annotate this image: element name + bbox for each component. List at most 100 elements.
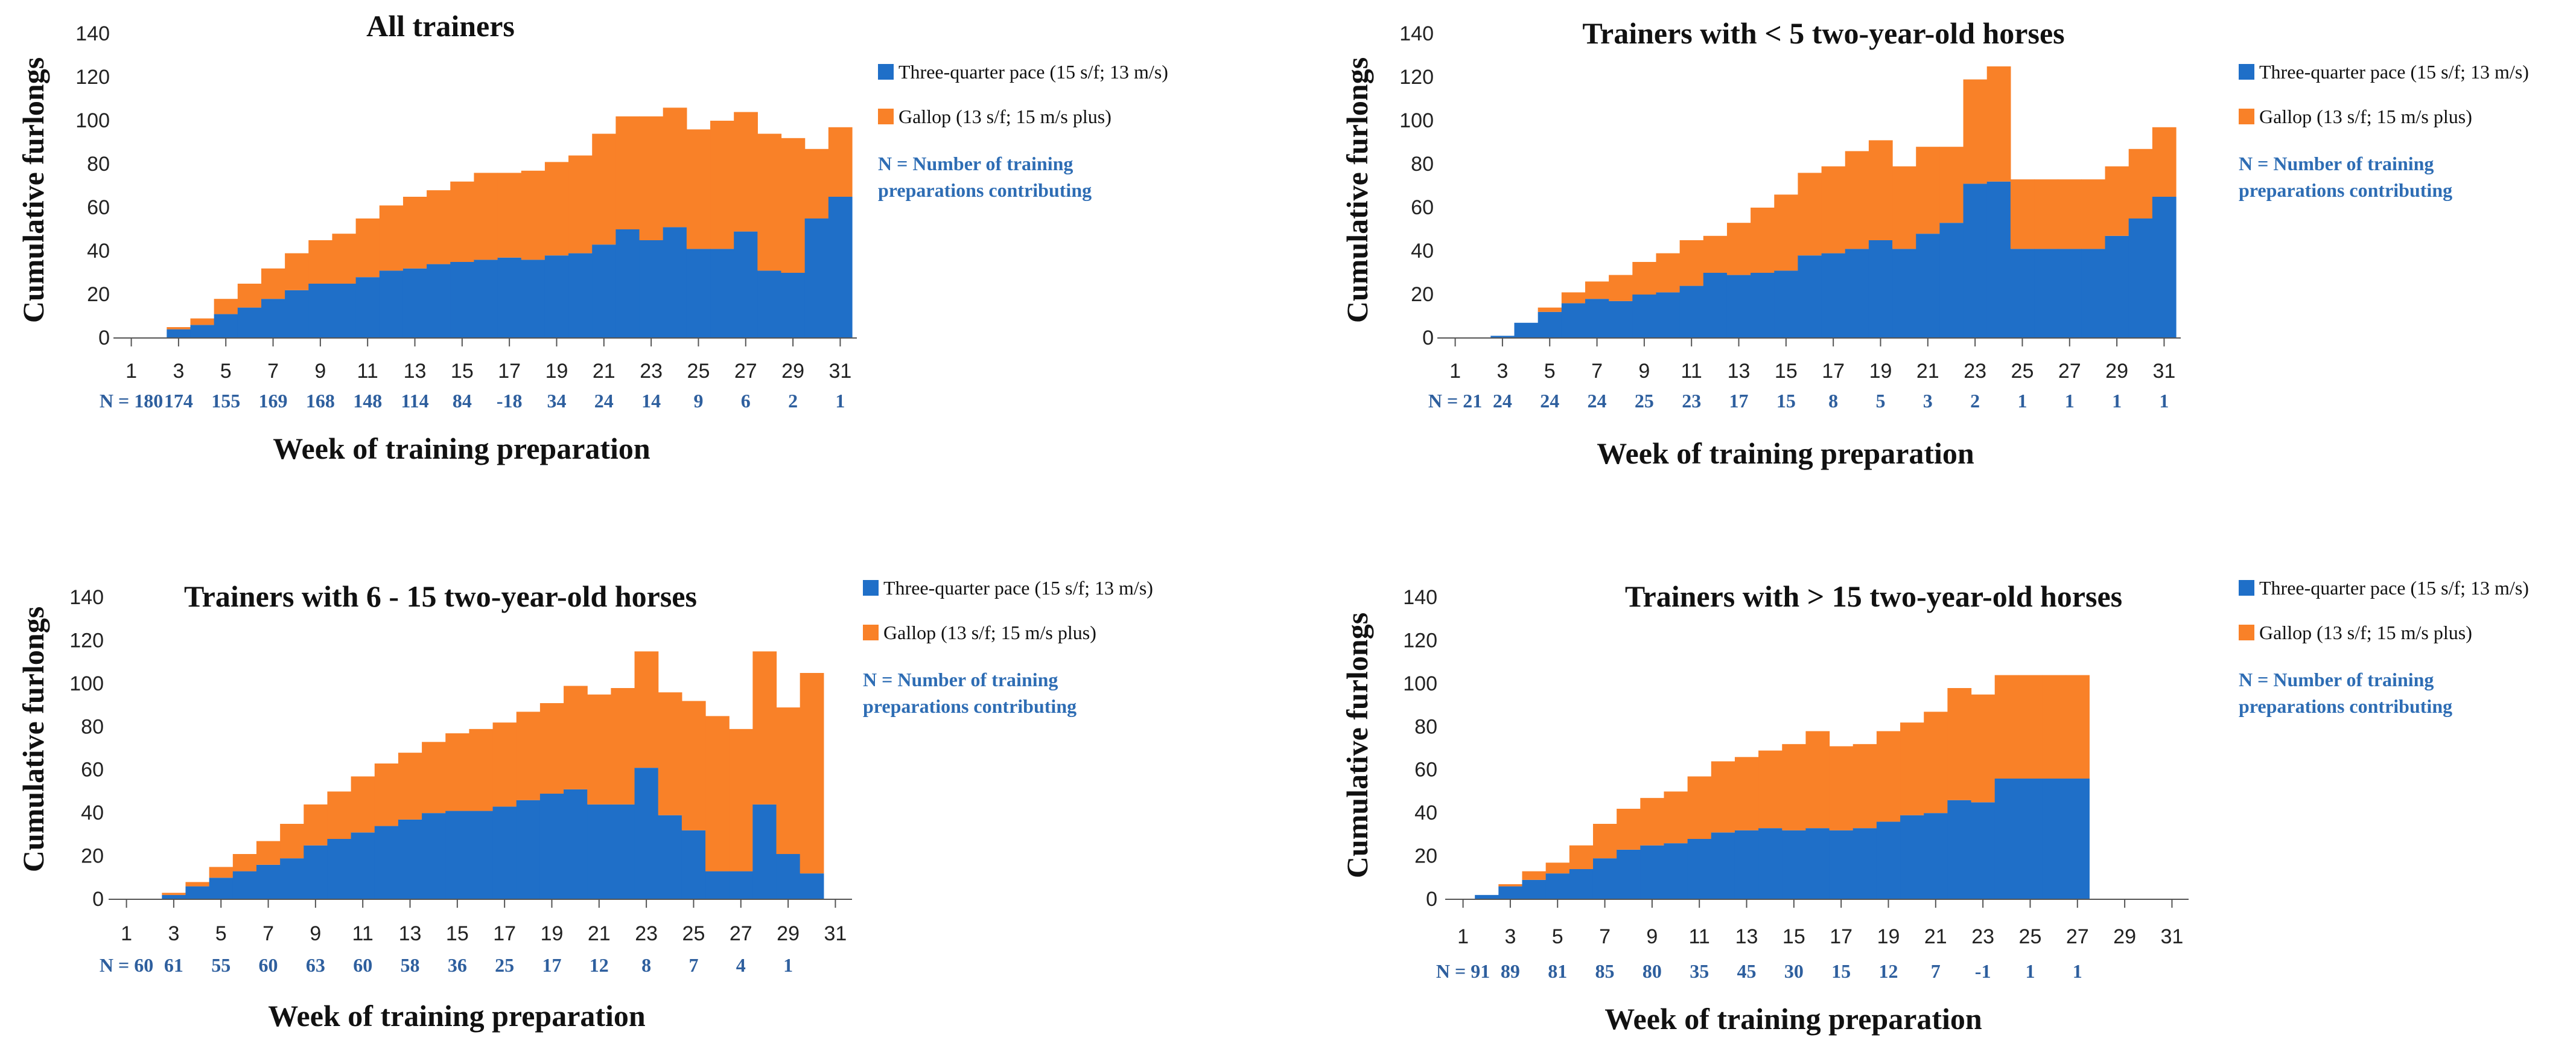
bar-gallop-week-26 bbox=[2034, 179, 2058, 249]
x-tick-label: 11 bbox=[352, 922, 374, 945]
n-label: 25 bbox=[495, 954, 514, 976]
n-label: 24 bbox=[594, 390, 614, 412]
bar-three-quarter-week-25 bbox=[681, 830, 706, 899]
bar-three-quarter-week-23 bbox=[1963, 183, 1988, 338]
bar-three-quarter-week-28 bbox=[757, 270, 782, 338]
bar-gallop-week-28 bbox=[757, 133, 782, 271]
bar-three-quarter-week-13 bbox=[1726, 275, 1751, 338]
y-tick-label: 120 bbox=[75, 66, 110, 89]
bar-gallop-week-27 bbox=[2058, 179, 2082, 249]
n-label: 23 bbox=[1682, 390, 1701, 412]
n-label: 30 bbox=[1784, 960, 1804, 982]
bar-three-quarter-week-11 bbox=[1687, 839, 1712, 899]
bar-gallop-week-18 bbox=[516, 712, 541, 800]
bar-gallop-week-5 bbox=[214, 299, 238, 314]
x-tick-label: 31 bbox=[829, 360, 852, 383]
legend-note-line-1: N = Number of training bbox=[2239, 153, 2434, 174]
bar-three-quarter-week-4 bbox=[1522, 879, 1547, 899]
bar-gallop-week-11 bbox=[1679, 240, 1704, 286]
x-tick-label: 13 bbox=[404, 360, 427, 383]
n-label: 81 bbox=[1548, 960, 1567, 982]
x-tick-label: 23 bbox=[1964, 360, 1986, 383]
x-tick-label: 31 bbox=[2153, 360, 2176, 383]
bar-gallop-week-24 bbox=[658, 692, 682, 815]
bar-gallop-week-24 bbox=[1994, 675, 2019, 779]
bar-gallop-week-3 bbox=[162, 893, 186, 895]
bar-gallop-week-8 bbox=[1617, 809, 1641, 850]
x-tick-label: 13 bbox=[1728, 360, 1751, 383]
bar-gallop-week-19 bbox=[1876, 731, 1901, 822]
bar-three-quarter-week-8 bbox=[1609, 301, 1633, 338]
bar-three-quarter-week-21 bbox=[587, 804, 611, 899]
n-label: 1 bbox=[2025, 960, 2035, 982]
x-tick-label: 27 bbox=[2058, 360, 2081, 383]
bar-gallop-week-30 bbox=[804, 148, 829, 218]
x-tick-label: 29 bbox=[777, 922, 800, 945]
x-tick-label: 1 bbox=[126, 360, 137, 383]
bar-gallop-week-8 bbox=[285, 253, 309, 290]
x-tick-label: 1 bbox=[121, 922, 132, 945]
x-tick-label: 5 bbox=[215, 922, 227, 945]
x-tick-label: 7 bbox=[262, 922, 274, 945]
bar-three-quarter-week-15 bbox=[1774, 270, 1799, 338]
bar-three-quarter-week-2 bbox=[1475, 894, 1499, 899]
legend-label-three-quarter: Three-quarter pace (15 s/f; 13 m/s) bbox=[2259, 61, 2529, 83]
bar-three-quarter-week-5 bbox=[1538, 311, 1562, 338]
bar-three-quarter-week-3 bbox=[1490, 336, 1515, 338]
bar-three-quarter-week-22 bbox=[611, 804, 635, 899]
bar-gallop-week-23 bbox=[639, 116, 664, 240]
bar-gallop-week-24 bbox=[1986, 66, 2011, 182]
bar-gallop-week-11 bbox=[351, 776, 375, 833]
bar-gallop-week-15 bbox=[445, 733, 470, 811]
bar-three-quarter-week-31 bbox=[2152, 197, 2177, 338]
bar-three-quarter-week-19 bbox=[539, 794, 564, 899]
bar-three-quarter-week-5 bbox=[1545, 873, 1570, 899]
bar-three-quarter-week-26 bbox=[2034, 249, 2058, 338]
x-tick-label: 15 bbox=[1775, 360, 1798, 383]
bar-three-quarter-week-20 bbox=[1900, 815, 1924, 899]
bar-three-quarter-week-16 bbox=[1798, 255, 1822, 338]
x-tick-label: 27 bbox=[2066, 925, 2089, 948]
n-label: 61 bbox=[164, 954, 183, 976]
x-tick-label: 29 bbox=[781, 360, 804, 383]
n-label: 17 bbox=[1729, 390, 1749, 412]
x-tick-label: 23 bbox=[635, 922, 658, 945]
y-tick-label: 120 bbox=[1403, 629, 1437, 652]
y-tick-label: 40 bbox=[87, 240, 110, 263]
legend-swatch-three-quarter bbox=[878, 64, 894, 80]
bar-gallop-week-5 bbox=[209, 867, 234, 878]
bar-gallop-week-4 bbox=[1522, 871, 1547, 880]
n-label: 7 bbox=[1931, 960, 1941, 982]
bar-three-quarter-week-12 bbox=[379, 270, 404, 338]
bar-three-quarter-week-18 bbox=[1852, 828, 1877, 899]
n-label: 25 bbox=[1635, 390, 1654, 412]
n-label: 36 bbox=[448, 954, 467, 976]
n-label: 1 bbox=[783, 954, 793, 976]
x-tick-label: 19 bbox=[1877, 925, 1900, 948]
chart-panel-2: Trainers with < 5 two-year-old horses Cum… bbox=[1340, 16, 2529, 470]
bar-three-quarter-week-17 bbox=[1829, 830, 1854, 899]
n-label: 4 bbox=[736, 954, 746, 976]
bar-three-quarter-week-29 bbox=[2105, 235, 2129, 338]
bar-gallop-week-16 bbox=[469, 728, 494, 811]
x-tick-label: 21 bbox=[588, 922, 611, 945]
legend-swatch-gallop bbox=[2239, 109, 2254, 124]
bar-three-quarter-week-25 bbox=[686, 249, 711, 338]
bar-three-quarter-week-5 bbox=[214, 314, 238, 338]
bar-gallop-week-23 bbox=[1971, 694, 1996, 803]
bar-gallop-week-12 bbox=[374, 763, 399, 826]
bar-three-quarter-week-23 bbox=[639, 240, 664, 338]
chart-title: Trainers with < 5 two-year-old horses bbox=[1582, 16, 2064, 50]
bar-three-quarter-week-7 bbox=[256, 864, 281, 899]
x-tick-label: 31 bbox=[824, 922, 847, 945]
bar-three-quarter-week-19 bbox=[544, 255, 569, 338]
n-label: 85 bbox=[1595, 960, 1615, 982]
x-axis-label: Week of training preparation bbox=[268, 999, 646, 1033]
n-label: 8 bbox=[1828, 390, 1838, 412]
y-tick-label: 140 bbox=[1399, 22, 1434, 45]
n-label: 114 bbox=[401, 390, 428, 412]
n-label: 2 bbox=[788, 390, 798, 412]
bar-three-quarter-week-4 bbox=[185, 886, 210, 899]
bar-gallop-week-6 bbox=[1569, 845, 1594, 869]
bar-three-quarter-week-30 bbox=[800, 873, 824, 899]
